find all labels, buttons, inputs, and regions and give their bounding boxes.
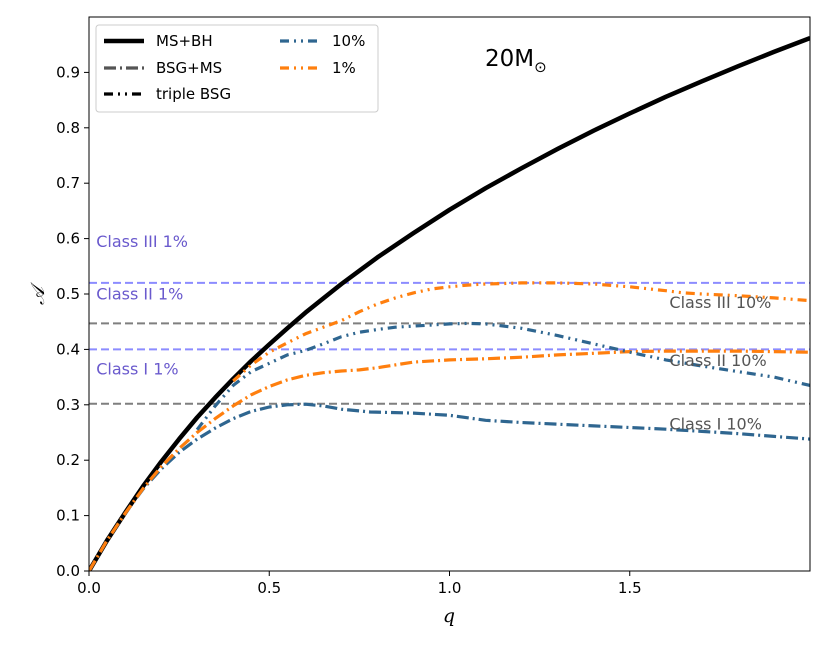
y-tick-label-6: 0.6 (56, 230, 80, 248)
annotation-3: Class III 10% (669, 293, 771, 312)
legend-box (95, 24, 379, 113)
x-tick-label-0: 0.0 (77, 579, 101, 597)
y-tick-label-9: 0.9 (56, 63, 80, 81)
annotation-5: Class I 10% (669, 415, 762, 434)
x-axis-ticks: 0.0 0.5 1.0 1.5 (77, 571, 642, 597)
svg-text:20M⊙: 20M⊙ (485, 46, 547, 76)
legend-label-2: triple BSG (156, 85, 231, 103)
y-tick-label-1: 0.1 (56, 507, 80, 525)
annotation-2: Class I 1% (96, 359, 178, 378)
legend-label-0: MS+BH (156, 32, 213, 50)
legend-label-1: BSG+MS (156, 59, 222, 77)
y-axis-ticks: 0.0 0.1 0.2 0.3 0.4 0.5 0.6 0.7 0.8 0.9 (56, 63, 89, 580)
series-line-triple-bsg-10- (195, 321, 810, 431)
chart-title-subscript: ⊙ (534, 58, 547, 76)
series-line-triple-bsg-1- (232, 281, 810, 383)
legend-label-3: 10% (332, 32, 365, 50)
y-tick-label-5: 0.5 (56, 285, 80, 303)
series-lines (89, 35, 810, 571)
x-axis-label: q (443, 605, 455, 627)
y-tick-label-7: 0.7 (56, 174, 80, 192)
y-tick-label-4: 0.4 (56, 340, 80, 358)
x-tick-label-2: 1.0 (438, 579, 462, 597)
x-tick-label-3: 1.5 (618, 579, 642, 597)
x-tick-label-1: 0.5 (257, 579, 281, 597)
y-tick-label-8: 0.8 (56, 119, 80, 137)
class-annotations: Class III 1% Class II 1% Class I 1% Class I… (96, 232, 771, 434)
annotation-1: Class II 1% (96, 285, 183, 304)
series-line-bsg-ms-1- (89, 349, 810, 571)
annotation-4: Class II 10% (669, 351, 766, 370)
legend-label-4: 1% (332, 59, 356, 77)
series-line-ms-bh (89, 35, 810, 571)
y-tick-label-3: 0.3 (56, 396, 80, 414)
chart-title-main: 20M (485, 46, 534, 72)
series-line-bsg-ms-10- (89, 402, 810, 571)
chart-title: 20M⊙ (485, 46, 547, 76)
legend: MS+BH BSG+MS triple BSG 10% 1% (95, 24, 379, 113)
y-tick-label-2: 0.2 (56, 451, 80, 469)
y-tick-label-0: 0.0 (56, 562, 80, 580)
annotation-0: Class III 1% (96, 232, 188, 251)
